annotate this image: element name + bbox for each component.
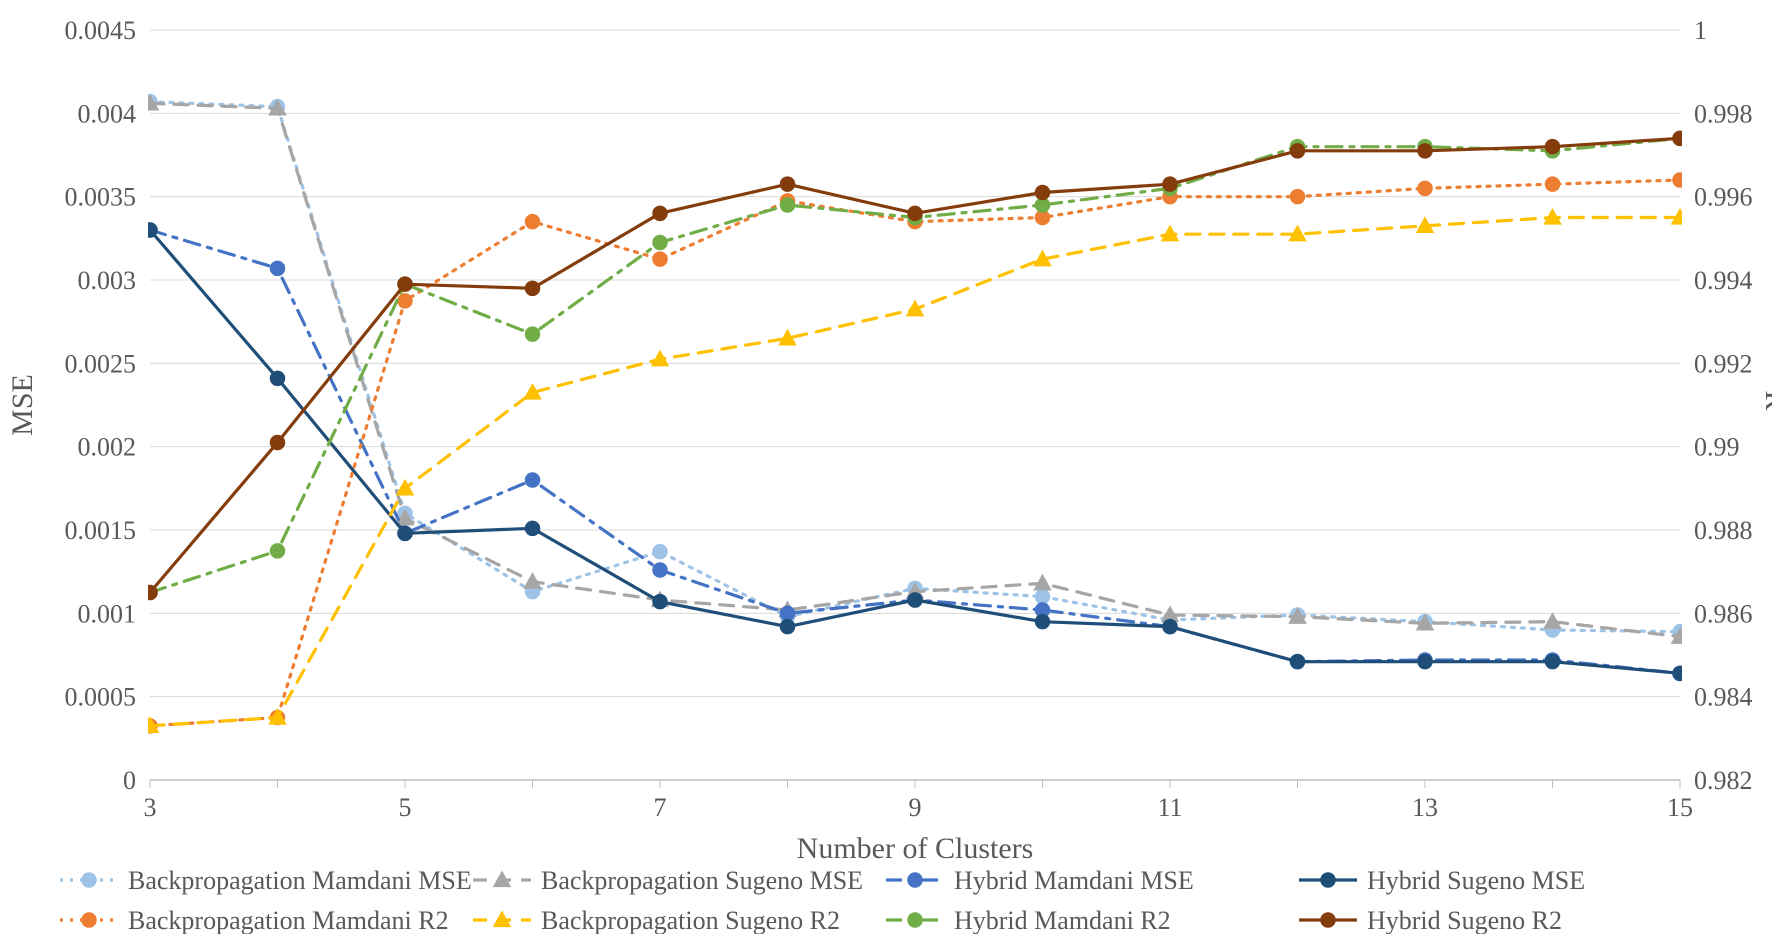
x-tick-label: 3 [144,793,157,822]
y-left-tick-label: 0.003 [78,266,137,295]
legend-label: Hybrid Mamdani R2 [954,906,1171,934]
x-axis-title: Number of Clusters [797,832,1034,865]
y-left-tick-label: 0.001 [78,599,137,628]
y-left-tick-label: 0 [123,766,136,795]
y-left-tick-label: 0.0015 [65,516,137,545]
y-right-axis-title: R² [1759,390,1772,419]
x-tick-label: 15 [1667,793,1693,822]
y-left-tick-label: 0.0005 [65,683,137,712]
y-right-tick-label: 0.99 [1694,433,1740,462]
x-tick-label: 5 [399,793,412,822]
y-right-tick-label: 0.984 [1694,683,1753,712]
x-tick-label: 11 [1157,793,1182,822]
legend-label: Hybrid Sugeno MSE [1367,866,1585,895]
x-tick-label: 13 [1412,793,1438,822]
y-right-tick-label: 0.994 [1694,266,1753,295]
y-right-tick-label: 0.998 [1694,99,1753,128]
legend-label: Hybrid Mamdani MSE [954,866,1194,895]
y-right-tick-label: 0.996 [1694,183,1753,212]
legend-label: Backpropagation Mamdani MSE [128,866,472,895]
y-left-axis-title: MSE [6,374,39,436]
y-left-tick-label: 0.0025 [65,349,137,378]
y-left-tick-label: 0.004 [78,99,137,128]
x-tick-label: 7 [654,793,667,822]
chart-container: 3 5 7 9 11 13 15 Number of Clusters 0 0.0005 0.001… [0,0,1772,934]
y-right-tick-label: 0.992 [1694,349,1753,378]
y-right-tick-label: 0.988 [1694,516,1753,545]
legend-label: Backpropagation Mamdani R2 [128,906,449,934]
y-right-tick-label: 0.986 [1694,599,1753,628]
y-left-tick-label: 0.002 [78,433,137,462]
legend-label: Hybrid Sugeno R2 [1367,906,1562,934]
y-right-tick-label: 0.982 [1694,766,1753,795]
y-left-tick-label: 0.0035 [65,183,137,212]
legend-label: Backpropagation Sugeno R2 [541,906,840,934]
chart-svg: 3 5 7 9 11 13 15 Number of Clusters 0 0.0005 0.001… [0,0,1772,934]
legend-label: Backpropagation Sugeno MSE [541,866,863,895]
y-left-tick-label: 0.0045 [65,16,137,45]
x-tick-label: 9 [909,793,922,822]
y-right-tick-label: 1 [1694,16,1707,45]
